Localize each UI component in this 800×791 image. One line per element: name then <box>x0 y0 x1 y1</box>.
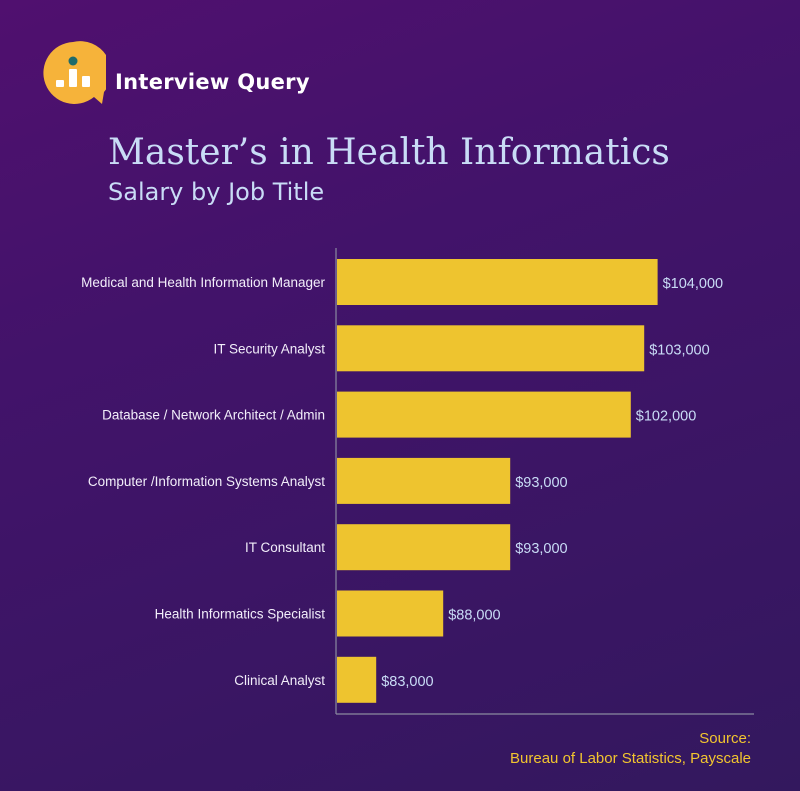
chart-subtitle: Salary by Job Title <box>108 178 325 206</box>
bar <box>337 457 511 504</box>
bar <box>337 590 444 637</box>
bar <box>337 656 377 703</box>
interview-query-logo-icon <box>43 41 106 104</box>
category-label: IT Security Analyst <box>213 341 325 356</box>
value-label: $104,000 <box>663 276 723 292</box>
category-label: Health Informatics Specialist <box>155 607 326 622</box>
category-label: IT Consultant <box>245 540 325 555</box>
value-label: $93,000 <box>515 541 567 557</box>
category-label: Computer /Information Systems Analyst <box>88 474 325 489</box>
source-text: Bureau of Labor Statistics, Payscale <box>510 750 751 767</box>
category-label: Database / Network Architect / Admin <box>102 408 325 423</box>
bar <box>337 391 631 438</box>
category-label: Medical and Health Information Manager <box>81 275 325 290</box>
category-label: Clinical Analyst <box>234 673 325 688</box>
value-label: $102,000 <box>636 409 696 425</box>
value-label: $83,000 <box>381 674 433 690</box>
brand-name: Interview Query <box>115 70 310 94</box>
value-label: $103,000 <box>649 342 709 358</box>
bar <box>337 259 658 305</box>
bar <box>337 524 511 571</box>
source-label: Source: <box>699 730 751 747</box>
source-note: Source: Bureau of Labor Statistics, Pays… <box>510 729 751 769</box>
value-label: $93,000 <box>515 475 567 491</box>
value-label: $88,000 <box>448 608 500 624</box>
chart-title: Master’s in Health Informatics <box>108 132 670 173</box>
bar <box>337 325 645 372</box>
